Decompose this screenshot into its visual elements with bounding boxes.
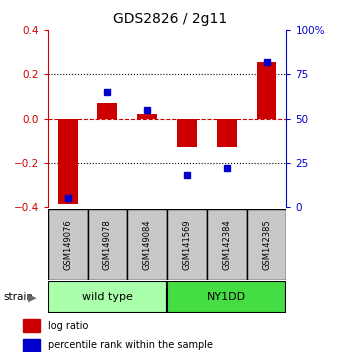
Bar <box>48 209 88 280</box>
Bar <box>247 209 286 280</box>
Bar <box>137 114 157 119</box>
Bar <box>88 209 127 280</box>
Text: GSM141569: GSM141569 <box>182 219 192 270</box>
Bar <box>127 209 167 280</box>
Bar <box>58 119 77 204</box>
Bar <box>23 339 40 352</box>
Bar <box>167 209 207 280</box>
Bar <box>207 209 247 280</box>
Bar <box>167 281 286 313</box>
Bar <box>98 103 117 119</box>
Text: log ratio: log ratio <box>48 321 88 331</box>
Text: NY1DD: NY1DD <box>207 292 246 302</box>
Text: GSM149084: GSM149084 <box>143 219 152 270</box>
Bar <box>48 281 167 313</box>
Text: GSM149076: GSM149076 <box>63 219 72 270</box>
Bar <box>23 319 40 332</box>
Bar <box>177 119 197 147</box>
Text: GDS2826 / 2g11: GDS2826 / 2g11 <box>113 12 228 27</box>
Bar <box>217 119 237 147</box>
Bar <box>256 62 277 119</box>
Text: ▶: ▶ <box>28 292 36 302</box>
Text: GSM149078: GSM149078 <box>103 219 112 270</box>
Text: GSM142385: GSM142385 <box>262 219 271 270</box>
Text: GSM142384: GSM142384 <box>222 219 231 270</box>
Text: wild type: wild type <box>82 292 133 302</box>
Text: percentile rank within the sample: percentile rank within the sample <box>48 340 213 350</box>
Text: strain: strain <box>3 292 33 302</box>
